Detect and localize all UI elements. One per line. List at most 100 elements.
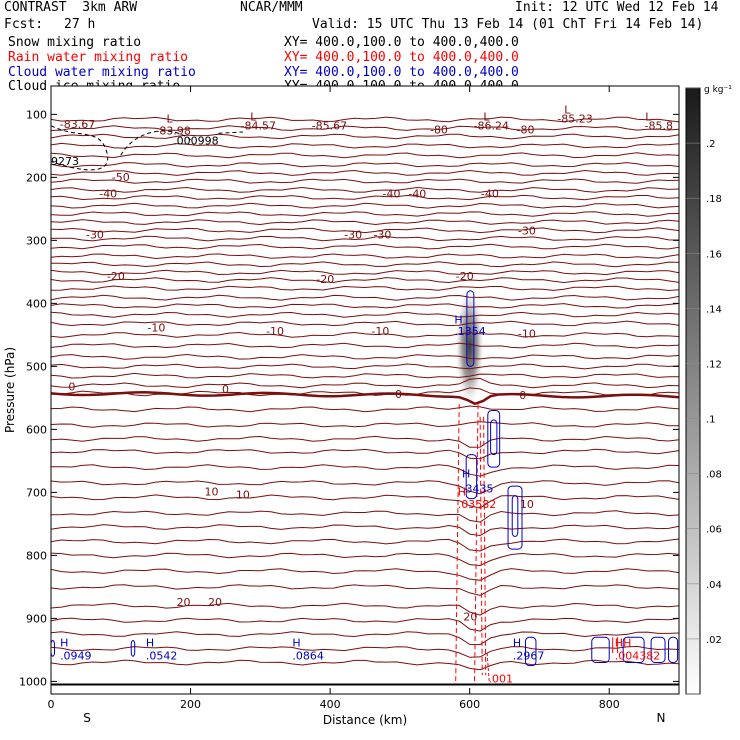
isotherm-label: 10 [236,489,250,502]
isotherm-label: L [564,104,571,117]
isotherm-line [50,331,680,338]
cloud-water-label: H [462,467,470,480]
isotherm-label: -20 [107,270,125,283]
forecast-label: Fcst: [4,17,44,32]
isotherm-line [50,261,680,268]
isotherm-label: -30 [86,228,104,241]
plot-frame [50,85,680,695]
y-tick-label: 300 [26,234,47,247]
colorbar-tick-label: .06 [706,525,722,536]
isotherm-line [50,659,680,671]
cloud-water-contour [650,636,666,663]
isotherm-label: -85.23 [557,113,592,126]
isotherm-line [50,448,680,460]
isotherm-line [50,568,680,581]
isotherm-label: 0 [395,388,402,401]
cloud-water-contour [591,636,610,663]
isotherm-label: -20 [456,270,474,283]
isotherm-line [50,421,679,428]
y-tick-label: 200 [26,171,47,184]
isotherm-line [50,133,680,140]
isotherm-label: 10 [204,486,218,499]
isotherm-label: L [250,111,257,124]
colorbar-tick-label: .2 [706,139,716,150]
isotherm-label: -86.24 [474,119,509,132]
isotherm-line [50,363,680,370]
rain-contour [483,416,487,676]
field-snow-xy: XY= 400.0,100.0 to 400.0,400.0 [284,35,519,50]
valid-time: Valid: 15 UTC Thu 13 Feb 14 (01 ChT Fri … [312,17,704,32]
isotherm-label: -80 [430,123,448,136]
isotherm-label: 0 [68,380,75,393]
rain-contour [479,416,483,676]
isotherm-line [50,631,680,646]
isotherm-label: -83.98 [155,125,190,138]
isotherm-line [50,277,680,284]
snow-plume [455,289,484,405]
cloud-water-contour [490,419,498,456]
isotherm-line [50,186,680,193]
isotherm-line [50,538,680,552]
field-rain-xy: XY= 400.0,100.0 to 400.0,400.0 [284,50,519,65]
y-tick-label: 800 [26,549,47,562]
y-tick-label: 500 [26,360,47,373]
isotherm-label: -80 [517,123,535,136]
y-tick-label: 900 [26,612,47,625]
cloud-water-contour [466,290,475,367]
isotherm-line [50,116,680,123]
cloud-water-label: .2967 [513,649,545,662]
isotherm-line [51,464,680,477]
colorbar-tick-label: .14 [706,304,722,315]
freezing-level-line [50,391,680,406]
field-rain-name: Rain water mixing ratio [8,50,189,65]
cloud-water-contour [465,454,478,500]
cloud-water-label: H [292,637,300,650]
colorbar-tick-label: .16 [706,249,722,260]
cloud-water-label: H [454,314,462,327]
isotherm-label: 0 [222,383,229,396]
isotherm-line [50,269,680,276]
cloud-ice-label: .000998 [173,135,219,148]
isotherm-label: 0 [519,389,526,402]
isotherm-line [50,235,680,242]
isotherm-line [50,303,680,309]
isotherm-label: L [645,111,652,124]
isotherm-line [50,584,680,596]
cloud-ice-label: 9273 [51,155,79,168]
isotherm-line [50,320,680,327]
isotherm-line [50,142,680,149]
cloud-water-label: .0949 [60,649,91,662]
isotherm-label: L [167,113,174,126]
x-tick-label: 200 [180,698,201,711]
cloud-water-contour [668,636,679,663]
isotherm-label: -40 [481,188,499,201]
plot-area [51,86,679,694]
init-time: Init: 12 UTC Wed 12 Feb 14 [515,0,719,15]
y-axis-label: Pressure (hPa) [3,347,17,433]
rain-label: .004382 [615,649,661,662]
y-tick-label: 100 [26,108,47,121]
y-tick-label: 600 [26,423,47,436]
isotherm-line [50,294,680,301]
rain-label: H [458,486,466,499]
isotherm-line [50,253,680,260]
rain-label: .03582 [458,498,497,511]
x-tick-label: 0 [48,698,55,711]
y-tick-label: 700 [26,486,47,499]
forecast-hours: 27 h [64,17,96,32]
rain-contour [474,404,479,682]
rain-label: .001 [489,673,514,686]
colorbar-tick-label: .04 [706,580,722,591]
isotherm-label: -85.67 [312,119,347,132]
isotherm-label: -30 [373,228,391,241]
isotherm-label: -50 [112,171,130,184]
x-axis-label: Distance (km) [323,713,407,727]
cloud-water-contour [622,636,645,663]
isotherm-label: -30 [518,225,536,238]
isotherm-label: -10 [518,327,536,340]
cloud-water-label: .1354 [454,325,486,338]
isotherm-line [50,510,680,523]
isotherm-line [50,311,680,318]
isotherm-line [50,372,680,379]
isotherm-line [50,219,680,226]
